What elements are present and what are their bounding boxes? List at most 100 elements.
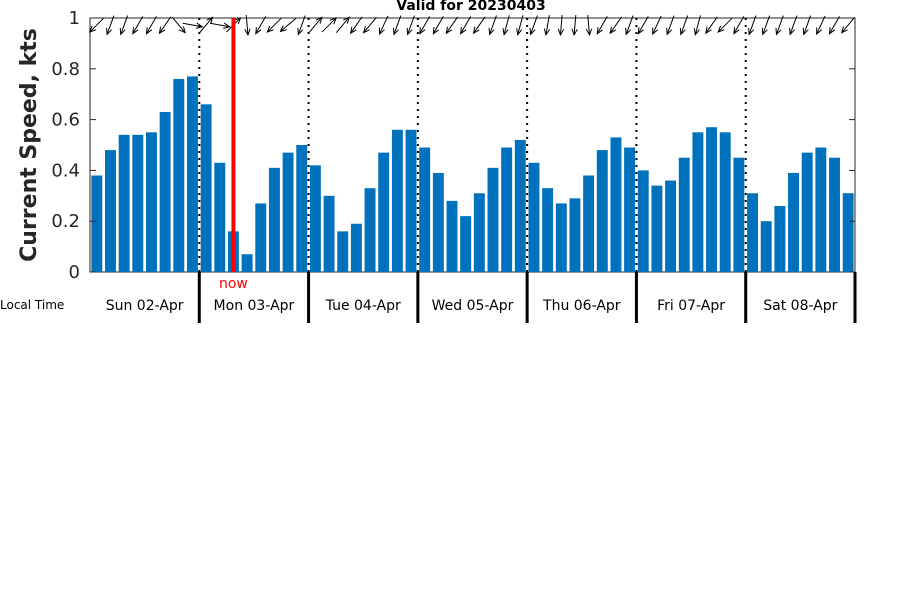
arrow-shaft [199,17,213,33]
direction-arrow [543,15,551,37]
bar [815,147,827,272]
arrow-head [502,28,509,36]
arrow-head [717,25,725,33]
day-label: Tue 04-Apr [325,298,401,314]
direction-arrow [182,22,204,29]
direction-arrow [279,18,297,33]
day-label: Sat 08-Apr [763,298,837,314]
arrow-shaft [209,22,230,28]
arrow-head [145,27,153,35]
arrow-head [666,27,673,36]
arrow-shaft [308,17,323,33]
bar [596,150,608,272]
bar [555,203,567,272]
arrow-head [223,22,231,29]
arrow-shaft [596,16,608,34]
direction-arrow [255,16,267,35]
arrow-shaft [280,18,297,32]
bar [460,216,472,272]
arrow-head [343,16,350,24]
direction-arrow [362,17,377,34]
plot-area: 0 0.2 0.4 0.6 0.8 1 Sun 02-Apr Mon 03-Apr Tue 04… [51,8,857,323]
direction-arrow [717,17,733,33]
arrow-shaft [841,17,855,33]
arrow-shaft [245,14,249,36]
bar [214,162,226,272]
direction-arrow [244,14,251,37]
arrow-shaft [335,17,350,33]
bar [733,157,745,272]
bar [159,111,171,272]
bar [364,188,376,272]
bar [829,157,840,272]
direction-arrow [705,16,718,35]
direction-arrow [308,16,323,33]
arrow-head [516,28,523,36]
arrow-head [543,28,551,37]
arrow-shaft [609,16,623,34]
arrow-head [279,25,287,33]
bar [842,193,854,272]
direction-arrow [693,15,701,36]
bar [610,137,622,272]
arrow-shaft [717,17,733,33]
arrow-shaft [106,15,115,35]
arrow-head [840,26,848,34]
direction-arrow [406,15,415,36]
arrow-head [158,26,166,35]
bar [788,172,799,272]
day-label: Wed 05-Apr [432,298,514,314]
arrow-shaft [445,16,459,34]
arrow-shaft [379,15,389,35]
direction-arrow [733,16,745,35]
arrow-head [132,27,139,35]
direction-arrow [502,15,510,36]
day-label: Fri 07-Apr [657,298,725,314]
arrow-head [596,27,603,35]
arrow-head [406,27,413,36]
arrow-shaft [530,15,538,35]
bar [105,150,116,272]
arrow-head [748,27,755,36]
arrow-head [349,26,357,35]
arrow-shaft [489,15,497,35]
arrow-head [585,28,593,37]
arrow-shaft [545,15,550,35]
bar [678,157,690,272]
y-tick-label: 0.8 [51,59,80,80]
arrow-shaft [789,15,798,35]
arrow-shaft [733,16,745,34]
arrow-head [244,28,251,37]
arrow-head [693,28,700,36]
direction-arrow [419,16,431,35]
arrow-shaft [255,16,267,34]
bar [706,127,718,272]
arrow-head [329,17,337,25]
bar [350,223,362,272]
direction-arrow [775,15,784,36]
bar [146,132,157,272]
direction-arrow [432,16,444,35]
direction-arrow [171,17,187,34]
arrow-head [761,27,768,36]
bar [337,231,349,272]
arrow-head [297,27,304,36]
bar [419,147,431,272]
arrow-shaft [705,16,718,34]
arrow-shaft [363,17,377,33]
direction-arrow [596,16,608,35]
direction-arrow [516,15,524,36]
arrow-shaft [171,17,186,33]
direction-arrow [789,15,798,36]
arrow-shaft [460,16,472,34]
arrow-head [315,16,323,24]
arrow-head [195,22,204,29]
bar [391,129,403,272]
direction-arrow [488,15,497,36]
arrow-shaft [297,15,306,35]
arrow-shaft [419,16,431,34]
direction-arrow [445,16,459,35]
arrow-shaft [473,16,486,34]
direction-arrow [392,15,402,36]
